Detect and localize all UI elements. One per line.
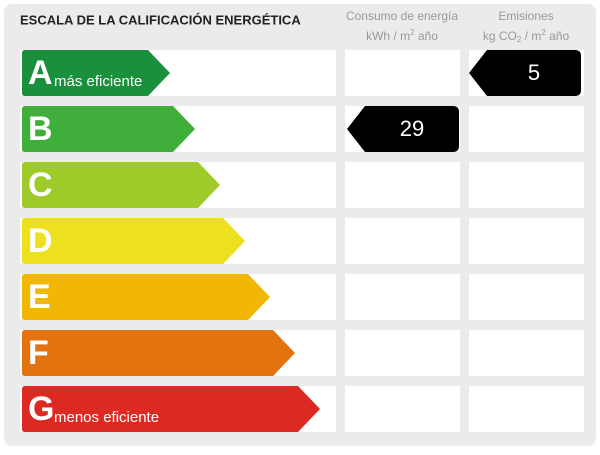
indicator — [469, 50, 581, 96]
emissions-cell — [469, 330, 584, 376]
column-label: Consumo de energía — [346, 9, 458, 23]
consumption-cell — [345, 218, 460, 264]
unit-part: kg CO — [483, 29, 517, 43]
rating-arrow — [22, 330, 295, 376]
emissions-cell — [469, 386, 584, 432]
rating-letter: D — [28, 222, 53, 260]
indicator-value: 5 — [528, 60, 540, 85]
rating-arrow — [22, 386, 320, 432]
rating-letter: C — [28, 166, 53, 204]
consumption-cell — [345, 386, 460, 432]
emissions-cell — [469, 106, 584, 152]
indicator-value: 29 — [400, 116, 424, 141]
rating-letter: F — [28, 334, 49, 372]
rating-arrow — [22, 162, 220, 208]
indicator — [347, 106, 459, 152]
unit-part: 2 — [517, 35, 522, 44]
unit-part: año — [546, 29, 570, 43]
rating-label: menos eficiente — [54, 409, 159, 426]
emissions-cell — [469, 162, 584, 208]
rating-arrow — [22, 274, 270, 320]
rating-arrow — [22, 218, 245, 264]
consumption-cell — [345, 330, 460, 376]
unit-part: año — [415, 29, 439, 43]
unit-part: 2 — [541, 28, 546, 37]
emissions-cell — [469, 218, 584, 264]
column-unit: kg CO2 / m2 año — [483, 28, 570, 44]
emissions-cell — [469, 274, 584, 320]
consumption-cell — [345, 274, 460, 320]
rating-arrow — [22, 106, 195, 152]
rating-letter: G — [28, 390, 54, 428]
unit-part: / m — [521, 29, 541, 43]
column-unit: kWh / m2 año — [366, 28, 438, 43]
consumption-cell — [345, 162, 460, 208]
rating-letter: A — [28, 54, 53, 92]
consumption-cell — [345, 50, 460, 96]
rating-arrow — [22, 50, 170, 96]
rating-letter: E — [28, 278, 51, 316]
title: ESCALA DE LA CALIFICACIÓN ENERGÉTICA — [20, 12, 301, 27]
column-label: Emisiones — [498, 9, 553, 23]
rating-label: más eficiente — [54, 73, 142, 90]
unit-part: 2 — [410, 28, 415, 37]
unit-part: kWh / m — [366, 29, 410, 43]
rating-letter: B — [28, 110, 53, 148]
